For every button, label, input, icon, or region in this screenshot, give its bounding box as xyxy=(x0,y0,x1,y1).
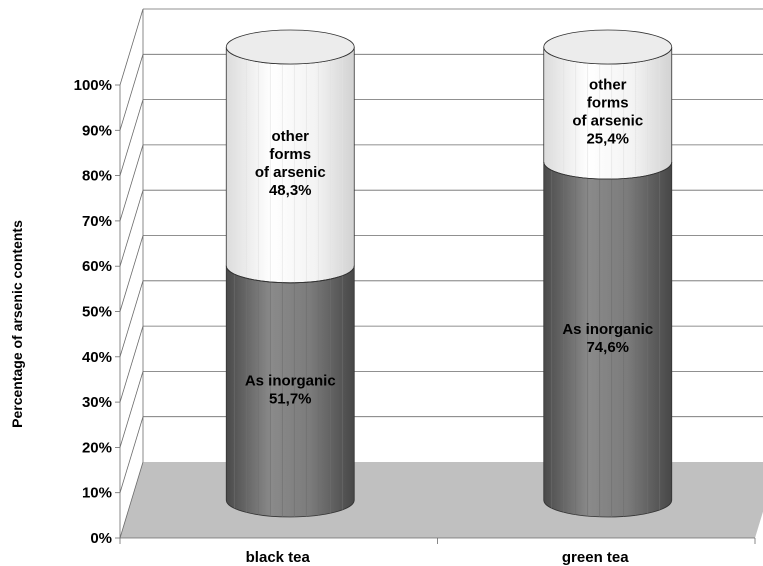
bar-top-cap xyxy=(543,29,673,65)
y-tick-label: 60% xyxy=(82,258,112,275)
segment-boundary xyxy=(543,162,673,180)
y-tick-label: 80% xyxy=(82,168,112,185)
data-label-other-green-tea: other forms of arsenic 25,4% xyxy=(572,76,643,147)
data-label-inorganic-green-tea: As inorganic 74,6% xyxy=(562,321,653,356)
x-tick-label: green tea xyxy=(562,549,629,566)
y-tick-label: 90% xyxy=(82,122,112,139)
y-tick-label: 10% xyxy=(82,485,112,502)
y-axis-label: Percentage of arsenic contents xyxy=(9,220,25,428)
x-tick-label: black tea xyxy=(246,549,311,566)
y-tick-label: 40% xyxy=(82,349,112,366)
y-tick-label: 70% xyxy=(82,213,112,230)
y-tick-label: 20% xyxy=(82,439,112,456)
gridline-side xyxy=(119,235,144,312)
gridline-side xyxy=(119,190,144,267)
bars xyxy=(225,29,673,518)
data-label-inorganic-black-tea: As inorganic 51,7% xyxy=(245,373,336,408)
gridline-side xyxy=(119,8,144,86)
gridline-side xyxy=(119,144,144,222)
gridline-side xyxy=(119,54,144,131)
gridline-side xyxy=(119,416,144,493)
gridline-side xyxy=(119,280,144,357)
y-tick-label: 50% xyxy=(82,304,112,321)
data-label-other-black-tea: other forms of arsenic 48,3% xyxy=(255,128,326,199)
gridline-side xyxy=(119,99,144,176)
y-tick-label: 100% xyxy=(74,77,112,94)
labels: 0% 10% 20% 30% 40% 50% 60% 70% 80% 90% 100% black t… xyxy=(74,76,654,566)
gridline-side xyxy=(119,371,144,448)
segment-boundary xyxy=(225,265,355,284)
bar-top-cap xyxy=(225,29,355,65)
y-tick-label: 0% xyxy=(90,530,112,547)
y-tick-label: 30% xyxy=(82,394,112,411)
gridline-side xyxy=(119,325,144,403)
gridline-side xyxy=(119,461,144,539)
